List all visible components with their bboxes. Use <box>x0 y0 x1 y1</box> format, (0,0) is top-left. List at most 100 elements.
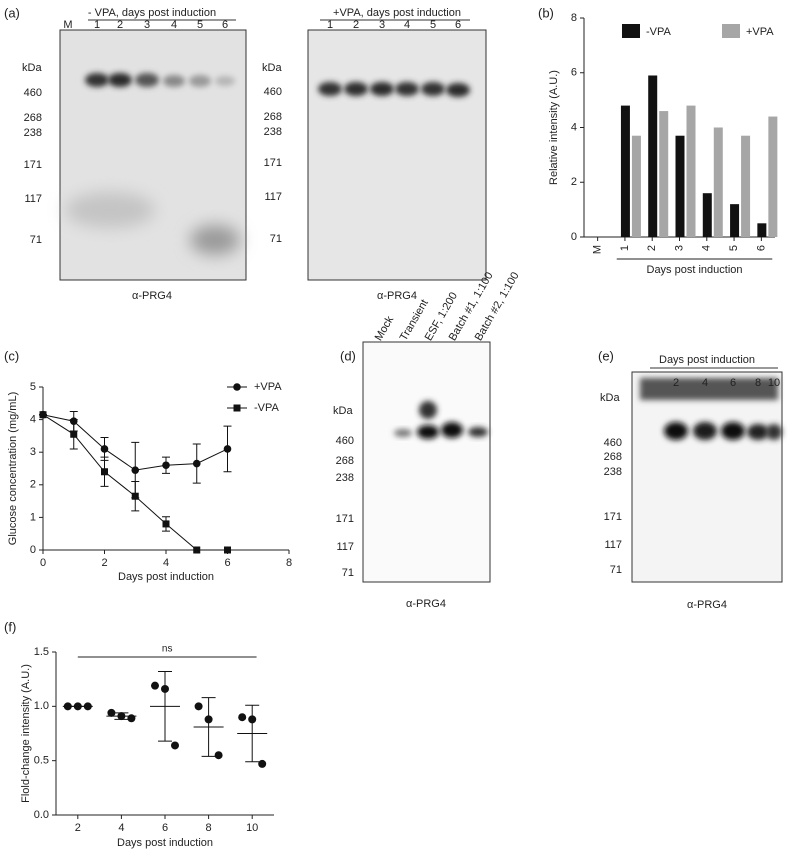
background-smear <box>65 192 155 228</box>
band <box>419 401 437 419</box>
panel-label: (c) <box>4 348 19 363</box>
x-tick-label: 4 <box>118 822 124 834</box>
background-smear <box>190 225 240 255</box>
lane-label: 2 <box>117 19 123 31</box>
data-point <box>117 712 126 721</box>
y-tick-label: 1.5 <box>34 646 49 658</box>
bar <box>620 105 630 237</box>
kda-label: kDa <box>600 392 620 404</box>
marker-label: 171 <box>336 513 354 525</box>
marker-label: 460 <box>24 87 42 99</box>
lane-label: 2 <box>353 19 359 31</box>
marker-label: 71 <box>610 564 622 576</box>
marker-label: 71 <box>30 234 42 246</box>
y-tick-label: 0.0 <box>34 809 49 821</box>
bar <box>675 135 685 237</box>
kda-label: kDa <box>333 405 353 417</box>
bar <box>730 204 740 237</box>
y-axis-label: Glucose concentration (mg/mL) <box>7 392 19 545</box>
x-tick-label: 8 <box>286 557 292 569</box>
marker <box>100 445 109 453</box>
bar <box>648 75 658 237</box>
lane-label: 4 <box>702 377 708 389</box>
smear <box>640 378 778 400</box>
annotation: ns <box>162 644 173 655</box>
bar <box>631 135 641 237</box>
data-point <box>151 681 159 690</box>
data-point <box>107 708 116 717</box>
data-point <box>127 714 136 723</box>
x-tick-label: 6 <box>224 557 230 569</box>
band <box>766 424 782 440</box>
lane-label: 5 <box>430 19 436 31</box>
blot: - VPA, days post induction M 1 2 3 4 5 6… <box>22 7 247 302</box>
x-tick-label: 2 <box>101 557 107 569</box>
data-point <box>248 715 257 724</box>
lane-label: 1 <box>94 19 100 31</box>
legend-swatch <box>722 24 740 38</box>
band <box>693 422 717 440</box>
lane-label: 6 <box>455 19 461 31</box>
data-point <box>161 684 169 693</box>
blot-header: - VPA, days post induction <box>88 7 216 19</box>
blot-image <box>631 371 783 583</box>
marker <box>131 492 139 500</box>
lane-label: 1 <box>327 19 333 31</box>
data-point <box>73 702 82 711</box>
marker-label: 268 <box>604 451 622 463</box>
x-tick-label: 10 <box>246 822 258 834</box>
blot-caption: α-PRG4 <box>132 290 172 302</box>
x-tick-label: 2 <box>646 245 658 251</box>
y-tick-label: 0.5 <box>34 755 49 767</box>
y-tick-label: 0 <box>30 544 36 556</box>
lane-label: 2 <box>673 377 679 389</box>
marker-label: 117 <box>264 191 282 203</box>
blot: Days post induction 2 4 6 8 10 kDa 460 2… <box>600 354 783 611</box>
band <box>664 422 688 440</box>
blot-image <box>362 341 491 583</box>
lane-label: 8 <box>755 377 761 389</box>
bar <box>659 111 669 237</box>
panel-label: (b) <box>538 5 554 20</box>
y-tick-label: 3 <box>30 446 36 458</box>
y-tick-label: 5 <box>30 381 36 393</box>
marker-label: 71 <box>270 233 282 245</box>
panel-label: (f) <box>4 619 16 634</box>
bar <box>768 116 778 237</box>
kda-label: kDa <box>22 62 42 74</box>
band <box>446 83 470 97</box>
lane-label: 5 <box>197 19 203 31</box>
band <box>215 76 235 86</box>
band <box>85 73 109 87</box>
legend-label: +VPA <box>254 381 282 393</box>
band <box>441 422 463 438</box>
data-point <box>194 702 203 711</box>
marker <box>193 546 201 554</box>
y-tick-label: 2 <box>30 479 36 491</box>
marker-label: 71 <box>342 567 354 579</box>
blot-header: Days post induction <box>659 354 755 366</box>
marker-label: 460 <box>336 435 354 447</box>
marker <box>223 445 232 453</box>
bar <box>686 105 696 237</box>
band <box>163 75 185 87</box>
y-axis-label: Flold-change intensity (A.U.) <box>20 664 32 803</box>
marker-label: 268 <box>24 112 42 124</box>
band <box>189 75 211 87</box>
blot-header: +VPA, days post induction <box>333 7 461 19</box>
lane-label: 3 <box>144 19 150 31</box>
marker-label: 268 <box>264 111 282 123</box>
x-axis-label: Days post induction <box>118 571 214 583</box>
lane-label: 3 <box>379 19 385 31</box>
x-tick-label: 0 <box>40 557 46 569</box>
blot-caption: α-PRG4 <box>406 598 446 610</box>
data-point <box>204 715 213 724</box>
y-tick-label: 4 <box>571 121 577 133</box>
band <box>468 427 488 437</box>
marker-label: 238 <box>336 472 354 484</box>
blot: +VPA, days post induction 1 2 3 4 5 6 kD… <box>262 7 487 302</box>
panel-label: (a) <box>4 5 20 20</box>
lane-label: 4 <box>171 19 177 31</box>
y-tick-label: 2 <box>571 176 577 188</box>
marker <box>162 461 170 470</box>
